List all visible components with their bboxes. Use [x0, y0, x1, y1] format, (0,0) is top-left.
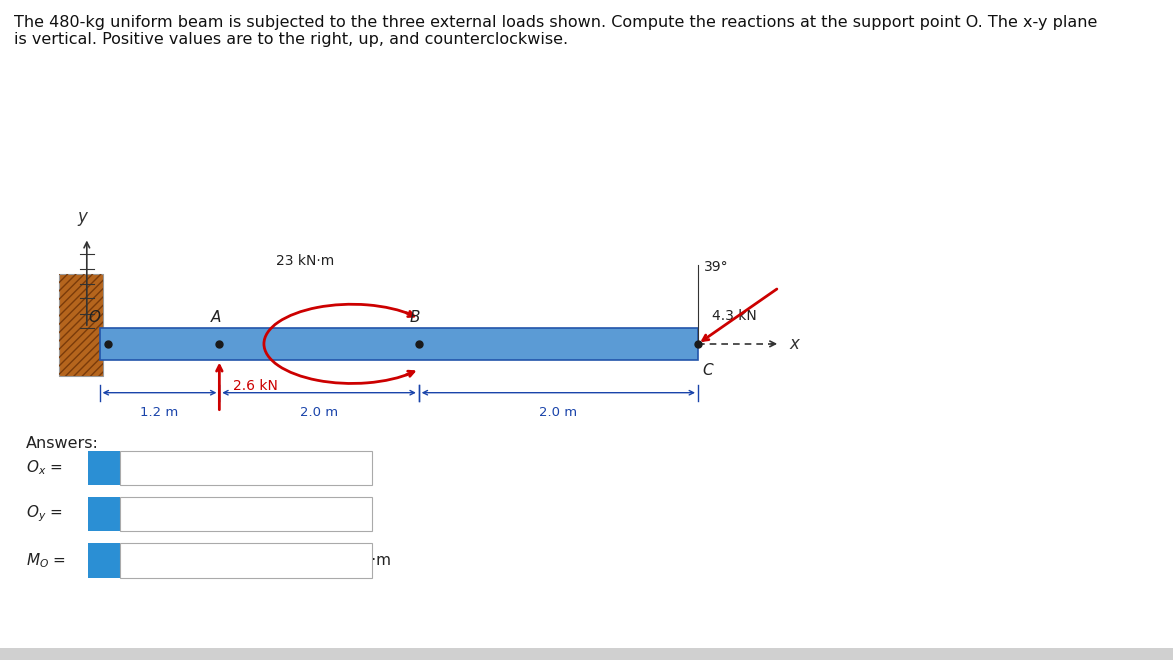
Bar	[120, 543, 372, 578]
Text: kN·m: kN·m	[352, 553, 392, 568]
Text: 39°: 39°	[704, 260, 728, 275]
Text: 2.0 m: 2.0 m	[540, 406, 577, 419]
Text: $O_x$ =: $O_x$ =	[26, 459, 62, 477]
Text: i: i	[101, 507, 107, 521]
Text: i: i	[101, 553, 107, 568]
Bar	[59, 274, 103, 376]
Text: y: y	[77, 208, 87, 226]
Bar	[100, 328, 698, 360]
Text: x: x	[789, 335, 799, 353]
Bar	[88, 497, 120, 531]
Text: 1.2 m: 1.2 m	[141, 406, 178, 419]
Text: A: A	[211, 310, 221, 325]
Text: 23 kN·m: 23 kN·m	[276, 254, 334, 268]
Text: i: i	[101, 461, 107, 475]
Text: C: C	[703, 363, 713, 378]
Text: The 480-kg uniform beam is subjected to the three external loads shown. Compute : The 480-kg uniform beam is subjected to …	[14, 15, 1098, 47]
Bar	[88, 543, 120, 578]
Bar	[120, 497, 372, 531]
Text: $O_y$ =: $O_y$ =	[26, 504, 62, 525]
Text: O: O	[89, 310, 101, 325]
Text: kN: kN	[352, 461, 372, 475]
Text: $M_O$ =: $M_O$ =	[26, 551, 66, 570]
Text: 4.3 kN: 4.3 kN	[712, 309, 757, 323]
Text: 2.6 kN: 2.6 kN	[233, 379, 278, 393]
Text: kN: kN	[352, 507, 372, 521]
Bar	[59, 274, 103, 376]
Bar	[120, 451, 372, 485]
Bar	[0, 648, 1173, 660]
Text: Answers:: Answers:	[26, 436, 99, 451]
Text: B: B	[411, 310, 420, 325]
Text: 2.0 m: 2.0 m	[300, 406, 338, 419]
Bar	[88, 451, 120, 485]
